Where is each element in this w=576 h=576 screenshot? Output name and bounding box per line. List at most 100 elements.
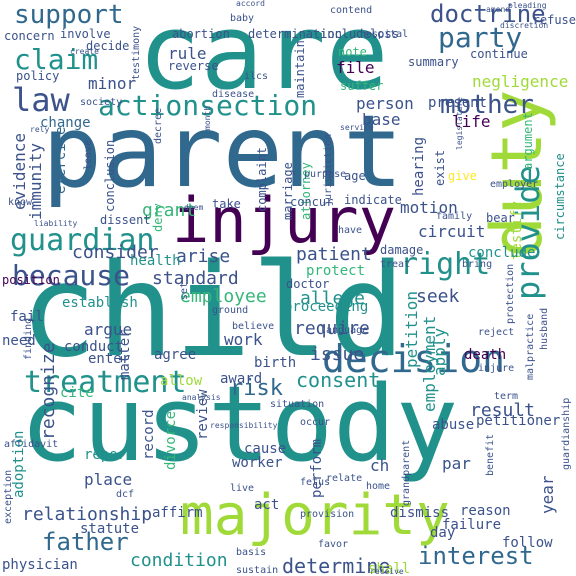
word-concur: concur bbox=[290, 195, 334, 209]
word-receive: receive bbox=[370, 567, 404, 576]
word-fetus: fetus bbox=[300, 477, 331, 488]
word-establish: establish bbox=[62, 295, 138, 311]
word-rule: rule bbox=[168, 44, 207, 63]
word-discretion: discretion bbox=[500, 21, 549, 30]
word-act: act bbox=[254, 497, 280, 513]
word-believe: believe bbox=[232, 321, 275, 332]
word-dcf: dcf bbox=[116, 489, 135, 500]
word-minor: minor bbox=[88, 74, 137, 93]
word-occur: occur bbox=[300, 417, 331, 428]
word-give: give bbox=[448, 169, 477, 183]
word-maintain: maintain bbox=[293, 40, 307, 98]
word-bear: bear bbox=[486, 211, 515, 225]
word-provision: provision bbox=[300, 509, 355, 520]
word-summary: summary bbox=[408, 55, 459, 69]
word-create: create bbox=[70, 47, 99, 56]
word-grant: grant bbox=[142, 200, 197, 221]
word-ground: ground bbox=[212, 305, 249, 316]
word-petitioner: petitioner bbox=[476, 413, 561, 429]
word-result: result bbox=[470, 400, 536, 421]
word-position: position bbox=[2, 273, 60, 287]
word-malpractice: malpractice bbox=[525, 313, 536, 380]
word-require: require bbox=[294, 318, 370, 339]
word-report: report bbox=[84, 447, 135, 463]
word-follow: follow bbox=[502, 535, 553, 551]
word-amend: amend bbox=[486, 5, 511, 14]
word-consider: consider bbox=[72, 242, 159, 263]
word-involve: involve bbox=[60, 27, 111, 41]
word-husband: husband bbox=[539, 307, 550, 350]
word-age: age bbox=[344, 169, 366, 183]
word-doctrine: doctrine bbox=[430, 0, 546, 28]
word-place: place bbox=[84, 470, 133, 489]
word-mother: mother bbox=[440, 90, 534, 120]
word-cite: cite bbox=[60, 385, 94, 401]
word-recognize: recognize bbox=[38, 342, 59, 440]
word-claim: claim bbox=[14, 43, 99, 76]
word-abortion: abortion bbox=[172, 27, 230, 41]
word-conclusion: conclusion bbox=[103, 139, 117, 212]
word-reverse: reverse bbox=[168, 59, 219, 73]
word-determination: determination bbox=[248, 27, 342, 41]
word-par: par bbox=[442, 454, 471, 473]
word-affirm: affirm bbox=[152, 505, 203, 521]
word-motion: motion bbox=[400, 198, 458, 217]
word-liability: liability bbox=[34, 219, 78, 228]
word-policy: policy bbox=[16, 69, 60, 83]
word-ilcs: ilcs bbox=[244, 71, 269, 82]
word-home: home bbox=[366, 481, 391, 492]
word-suffer: suffer bbox=[340, 79, 384, 93]
word-change: change bbox=[40, 115, 91, 131]
word-term: term bbox=[494, 391, 519, 402]
word-injure: injure bbox=[478, 363, 515, 374]
word-grandparent: grandparent bbox=[401, 439, 412, 506]
word-perform: perform bbox=[309, 438, 325, 498]
word-injury: injury bbox=[172, 184, 396, 257]
word-standard: standard bbox=[152, 268, 239, 289]
word-disease: disease bbox=[212, 89, 255, 100]
word-refuse: refuse bbox=[532, 13, 576, 27]
word-finding: finding bbox=[23, 317, 34, 360]
word-decide: decide bbox=[86, 39, 130, 53]
word-guardianship: guardianship bbox=[561, 397, 572, 470]
word-analysis: analysis bbox=[182, 393, 221, 402]
word-interest: interest bbox=[418, 542, 534, 570]
word-arise: arise bbox=[176, 246, 231, 267]
word-doctor: doctor bbox=[286, 277, 330, 291]
word-testimony: testimony bbox=[131, 25, 142, 80]
word-purpose: purpose bbox=[304, 169, 347, 180]
word-father: father bbox=[42, 528, 129, 556]
word-support: support bbox=[14, 0, 124, 30]
word-actionsection: actionsection bbox=[98, 89, 318, 122]
word-negligence: negligence bbox=[472, 72, 569, 91]
word-employment: employment bbox=[420, 315, 439, 412]
word-know: know bbox=[8, 197, 33, 208]
word-condition: condition bbox=[130, 550, 228, 571]
word-have: have bbox=[338, 225, 363, 236]
word-treat: treat bbox=[380, 259, 411, 270]
word-continue: continue bbox=[470, 47, 528, 61]
word-reason: reason bbox=[460, 503, 511, 519]
word-law: law bbox=[12, 81, 70, 119]
word-shall: shall bbox=[368, 561, 411, 576]
word-marriage: marriage bbox=[281, 162, 295, 220]
word-month: month bbox=[203, 105, 212, 130]
word-cause: cause bbox=[244, 441, 287, 457]
word-base: base bbox=[362, 110, 401, 129]
word-need: need bbox=[2, 333, 36, 349]
word-dissent: dissent bbox=[100, 213, 151, 227]
word-majority: majority bbox=[180, 483, 450, 548]
word-include: include bbox=[320, 27, 371, 41]
word-conclude: conclude bbox=[468, 245, 536, 261]
word-risk: risk bbox=[230, 376, 283, 401]
word-file: file bbox=[336, 58, 375, 77]
word-benefit: benefit bbox=[485, 433, 496, 476]
word-work: work bbox=[224, 330, 263, 349]
word-bring: bring bbox=[462, 259, 493, 270]
word-affidavit: affidavit bbox=[4, 439, 59, 450]
word-complaint: complaint bbox=[255, 146, 269, 212]
word-pleading: pleading bbox=[508, 1, 547, 10]
word-immunity: immunity bbox=[26, 142, 45, 220]
word-parent: parent bbox=[42, 93, 404, 210]
